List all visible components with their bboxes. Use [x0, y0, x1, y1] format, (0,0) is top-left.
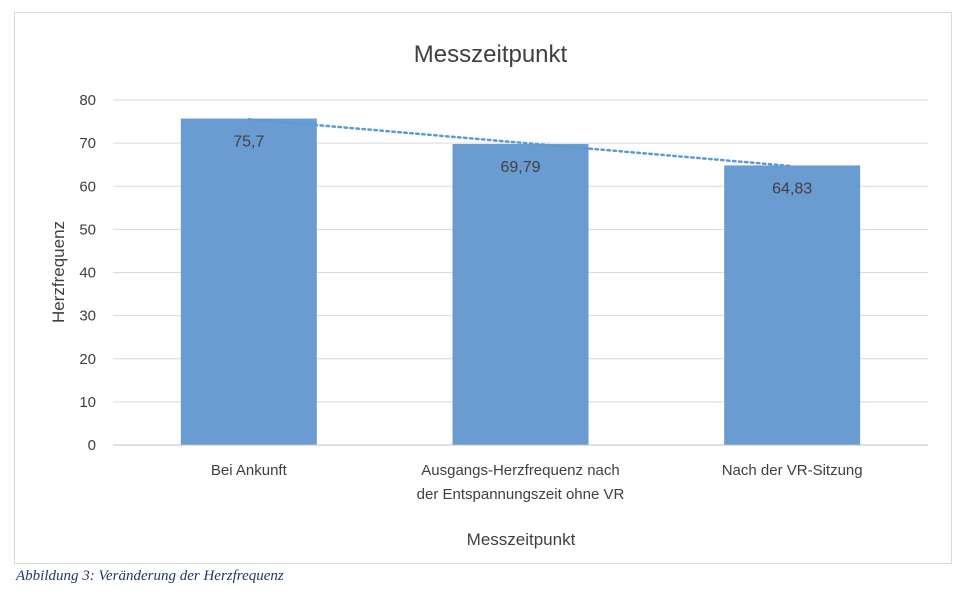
data-label: 69,79 [500, 159, 540, 176]
y-tick-label: 70 [79, 135, 96, 152]
y-tick-label: 40 [79, 265, 96, 282]
y-tick-label: 0 [88, 437, 96, 454]
bar [180, 118, 317, 445]
y-tick-label: 20 [79, 351, 96, 368]
bar [452, 144, 589, 445]
data-label: 75,7 [233, 134, 264, 151]
bar [724, 165, 861, 445]
y-tick-label: 50 [79, 221, 96, 238]
y-tick-label: 80 [79, 92, 96, 109]
y-tick-label: 60 [79, 178, 96, 195]
y-axis-title: Herzfrequenz [49, 221, 68, 323]
x-tick-label: Bei Ankunft [211, 462, 288, 479]
y-tick-label: 30 [79, 308, 96, 325]
data-label: 64,83 [772, 180, 812, 197]
chart-title: Messzeitpunkt [414, 41, 568, 68]
x-tick-label: Nach der VR-Sitzung [722, 462, 863, 479]
trendline [247, 117, 794, 168]
x-tick-label: der Entspannungszeit ohne VR [417, 486, 625, 503]
y-tick-label: 10 [79, 394, 96, 411]
x-tick-label: Ausgangs-Herzfrequenz nach [421, 462, 619, 479]
x-axis-title: Messzeitpunkt [467, 530, 576, 549]
figure-caption: Abbildung 3: Veränderung der Herzfrequen… [16, 568, 284, 584]
